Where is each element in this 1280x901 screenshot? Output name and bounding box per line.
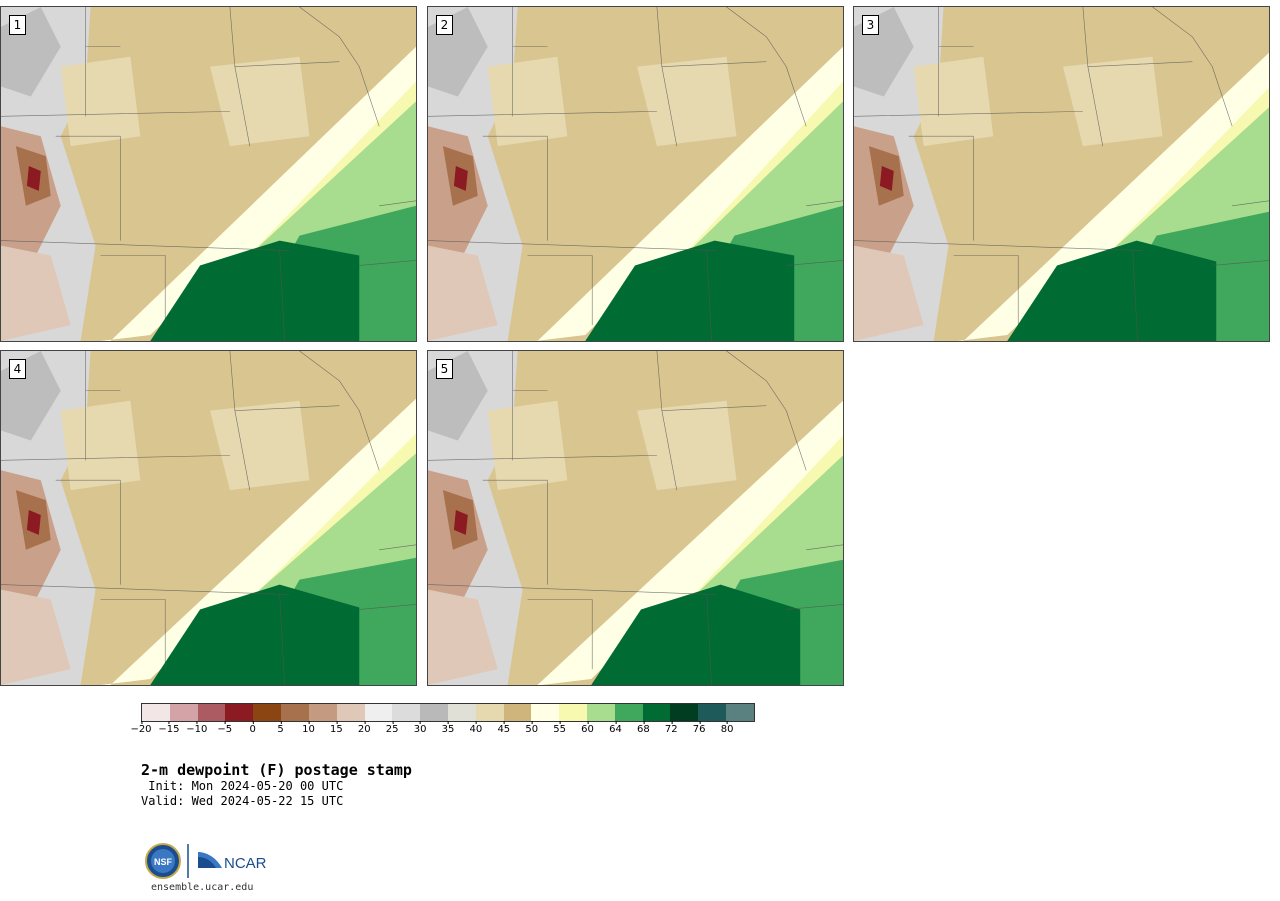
dewpoint-map-2 [428, 7, 843, 341]
member-panel-5: 5 [427, 350, 844, 686]
colorbar-swatch [308, 704, 337, 721]
dewpoint-map-5 [428, 351, 843, 685]
dewpoint-map-1 [1, 7, 416, 341]
colorbar-swatch [392, 704, 421, 721]
colorbar-swatch [531, 704, 560, 721]
colorbar-swatch [559, 704, 587, 721]
member-panel-3: 3 [853, 6, 1270, 342]
colorbar-tick-label: 0 [249, 721, 256, 735]
valid-time: Valid: Wed 2024-05-22 15 UTC [141, 794, 344, 808]
colorbar-tick-label: 76 [692, 721, 706, 735]
colorbar-swatch [225, 704, 254, 721]
colorbar-tick-label: 30 [413, 721, 427, 735]
colorbar-tick-label: −10 [186, 721, 208, 735]
colorbar-swatch [587, 704, 615, 721]
colorbar-swatch [503, 704, 532, 721]
member-panel-1: 1 [0, 6, 417, 342]
panel-label-5: 5 [436, 359, 453, 379]
colorbar-swatch [364, 704, 393, 721]
member-panel-4: 4 [0, 350, 417, 686]
colorbar-swatch [475, 704, 504, 721]
colorbar-swatch [420, 704, 448, 721]
member-panel-2: 2 [427, 6, 844, 342]
colorbar-tick-label: 68 [636, 721, 650, 735]
colorbar-tick-label: 5 [277, 721, 284, 735]
colorbar-tick-label: 55 [553, 721, 566, 735]
panel-label-1: 1 [9, 15, 26, 35]
source-url: ensemble.ucar.edu [151, 882, 254, 893]
panel-label-4: 4 [9, 359, 26, 379]
colorbar-swatch [447, 704, 476, 721]
colorbar-swatch [670, 704, 699, 721]
colorbar-tick-label: 45 [497, 721, 511, 735]
colorbar-tick-label: 10 [302, 721, 315, 735]
colorbar-tick-label: 15 [329, 721, 343, 735]
colorbar-swatch [169, 704, 198, 721]
colorbar-tick-label: 72 [664, 721, 678, 735]
colorbar-tick-label: 80 [720, 721, 734, 735]
colorbar-swatch [642, 704, 671, 721]
colorbar-swatch [142, 704, 170, 721]
dewpoint-colorbar [141, 703, 755, 722]
panel-label-3: 3 [862, 15, 879, 35]
panel-label-2: 2 [436, 15, 453, 35]
colorbar-tick-label: 20 [357, 721, 371, 735]
colorbar-swatch [614, 704, 643, 721]
colorbar-swatch [197, 704, 226, 721]
colorbar-tick-label: 25 [385, 721, 399, 735]
colorbar-tick-label: −15 [158, 721, 180, 735]
colorbar-swatch [253, 704, 282, 721]
colorbar-ticks: −20 −15 −10 −5 0 5 10 15 20 25 30 35 40 45 50 55 60 64 68 7… [130, 721, 755, 744]
dewpoint-map-4 [1, 351, 416, 685]
colorbar-swatch [336, 704, 365, 721]
ncar-logo-text: NCAR [224, 855, 267, 872]
dewpoint-map-3 [854, 7, 1269, 341]
init-time: Init: Mon 2024-05-20 00 UTC [141, 779, 344, 793]
colorbar-tick-label: 50 [525, 721, 539, 735]
chart-title: 2-m dewpoint (F) postage stamp [141, 761, 412, 779]
nsf-logo-text: NSF [154, 857, 173, 867]
colorbar-tick-label: −20 [130, 721, 152, 735]
colorbar-tick-label: 35 [441, 721, 455, 735]
colorbar-tick-label: 60 [581, 721, 594, 735]
colorbar-swatch [726, 704, 754, 721]
nsf-ncar-logos: NSF NCAR [145, 843, 267, 879]
colorbar-tick-label: 40 [469, 721, 483, 735]
colorbar-swatch [281, 704, 309, 721]
colorbar-swatch [698, 704, 727, 721]
colorbar-tick-label: 64 [609, 721, 622, 735]
colorbar-tick-label: −5 [217, 721, 233, 735]
